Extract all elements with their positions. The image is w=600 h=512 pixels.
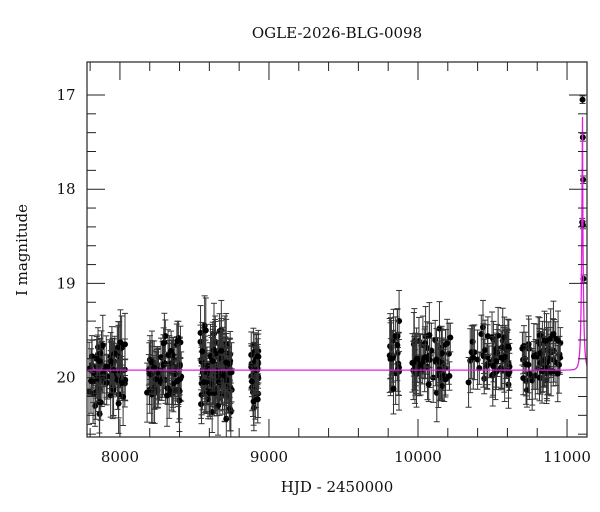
x-tick-labels: 8000 9000 10000 11000	[101, 448, 591, 466]
y-tick-labels: 17 18 19 20	[56, 86, 75, 387]
x-tick-label: 9000	[250, 448, 288, 466]
y-tick-label: 20	[56, 369, 75, 387]
x-tick-label: 8000	[101, 448, 139, 466]
y-axis-label: I magnitude	[13, 204, 31, 296]
chart-title: OGLE-2026-BLG-0098	[252, 24, 422, 42]
axis-ticks	[87, 62, 587, 437]
data-points	[87, 95, 587, 437]
y-tick-label: 17	[56, 86, 75, 104]
plot-frame	[86, 61, 588, 438]
plot-area	[86, 61, 588, 438]
x-axis-label: HJD - 2450000	[281, 478, 394, 496]
model-line	[87, 116, 587, 371]
x-tick-label: 11000	[543, 448, 591, 466]
y-tick-label: 19	[56, 274, 75, 292]
y-tick-label: 18	[56, 180, 75, 198]
model-curve	[87, 116, 587, 371]
x-tick-label: 10000	[394, 448, 442, 466]
